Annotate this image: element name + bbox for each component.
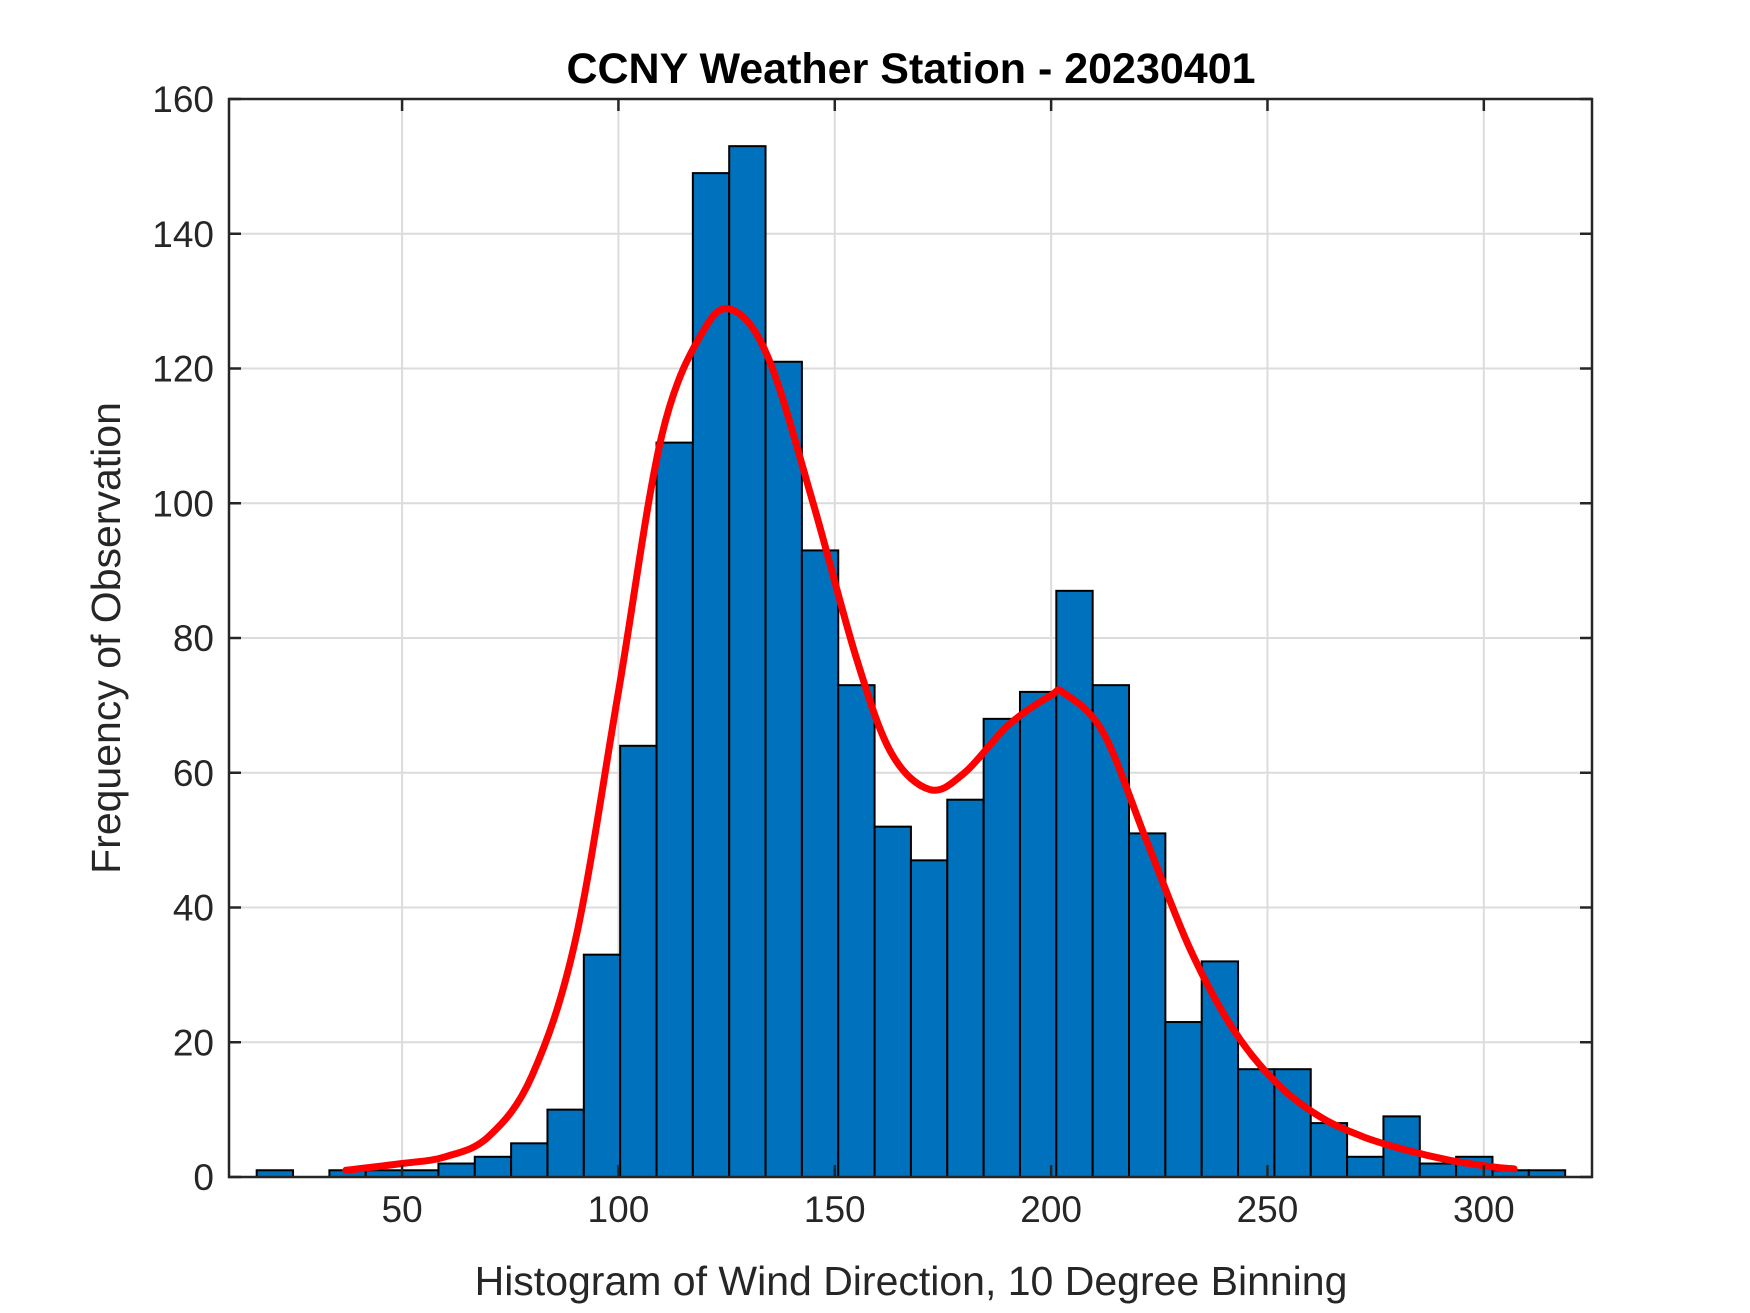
histogram-bar bbox=[582, 953, 622, 1178]
chart-title: CCNY Weather Station - 20230401 bbox=[566, 45, 1255, 93]
y-tick-label: 140 bbox=[152, 214, 214, 255]
histogram-bar bbox=[1091, 684, 1131, 1178]
y-tick-label: 100 bbox=[152, 483, 214, 524]
x-tick-label: 100 bbox=[588, 1189, 650, 1230]
histogram-bar bbox=[1164, 1021, 1203, 1178]
histogram-bar bbox=[546, 1108, 585, 1178]
y-tick-label: 80 bbox=[173, 618, 214, 659]
x-tick-label: 250 bbox=[1237, 1189, 1299, 1230]
x-tick-label: 200 bbox=[1020, 1189, 1082, 1230]
x-tick-label: 50 bbox=[382, 1189, 423, 1230]
histogram-bar bbox=[946, 798, 985, 1178]
tick-labels: 50 100 150 200 250 300 0 20 40 60 80 100 120 140 160 bbox=[152, 79, 1514, 1230]
histogram-bar bbox=[909, 859, 949, 1179]
histogram-bar bbox=[1200, 960, 1240, 1179]
y-tick-label: 20 bbox=[173, 1022, 214, 1063]
histogram-bar bbox=[1018, 690, 1058, 1179]
histogram-bar bbox=[510, 1142, 549, 1178]
histogram-bar bbox=[1309, 1122, 1349, 1178]
histogram-bar bbox=[800, 549, 840, 1178]
y-tick-label: 40 bbox=[173, 888, 214, 929]
histogram-bar bbox=[1237, 1068, 1276, 1178]
histogram-bar bbox=[1346, 1155, 1385, 1178]
histogram-bar bbox=[982, 717, 1021, 1178]
x-tick-label: 150 bbox=[804, 1189, 866, 1230]
histogram-bars bbox=[255, 145, 1567, 1179]
histogram-bar bbox=[873, 825, 912, 1179]
y-tick-label: 160 bbox=[152, 79, 214, 120]
histogram-bar bbox=[837, 684, 876, 1178]
histogram-bar bbox=[655, 441, 694, 1178]
y-axis-label: Frequency of Observation bbox=[83, 402, 129, 874]
histogram-bar bbox=[619, 744, 658, 1178]
histogram-bar bbox=[473, 1155, 513, 1178]
histogram-bar bbox=[1418, 1162, 1458, 1179]
histogram-bar bbox=[1128, 832, 1167, 1178]
y-tick-label: 120 bbox=[152, 349, 214, 390]
fit-curve bbox=[342, 305, 1518, 1174]
histogram-bar bbox=[437, 1162, 476, 1179]
y-tick-label: 0 bbox=[193, 1157, 214, 1198]
axes bbox=[227, 97, 1594, 1179]
x-axis-label: Histogram of Wind Direction, 10 Degree B… bbox=[475, 1258, 1348, 1304]
y-tick-label: 60 bbox=[173, 753, 214, 794]
x-tick-label: 300 bbox=[1453, 1189, 1515, 1230]
histogram-bar bbox=[1055, 589, 1094, 1178]
fit-curve-layer bbox=[342, 305, 1518, 1174]
histogram-bar bbox=[728, 145, 767, 1179]
histogram-bar bbox=[764, 360, 803, 1178]
